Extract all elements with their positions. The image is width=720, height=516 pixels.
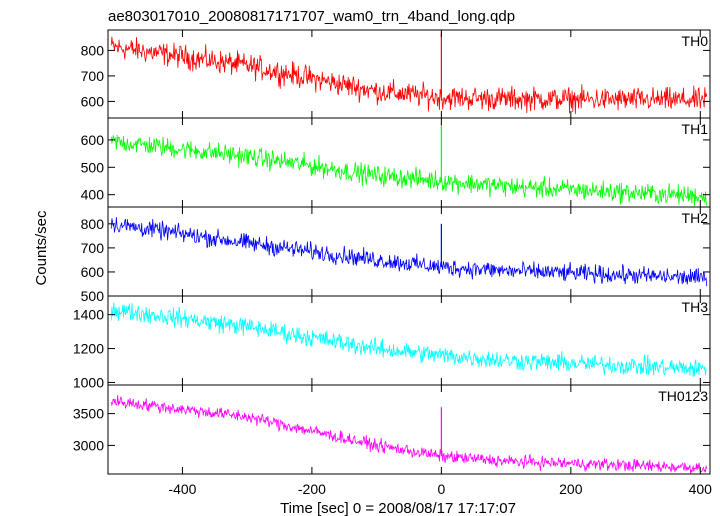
y-axis-label: Counts/sec [33,210,50,286]
x-axis-label: Time [sec] 0 = 2008/08/17 17:17:07 [280,500,516,516]
x-tick-label-4: 400 [689,481,713,497]
series-line-th3 [110,302,707,378]
panel-label-th0123: TH0123 [658,388,708,404]
series-line-th0123 [110,395,708,474]
panel-frame-th2 [107,206,711,297]
series-line-th2 [110,217,708,287]
y-tick-label-th2-3: 800 [81,216,105,232]
y-tick-label-th0-2: 800 [81,42,105,58]
y-tick-label-th2-0: 500 [81,288,105,304]
y-tick-label-th0-1: 700 [81,68,105,84]
panel-label-th3: TH3 [682,299,709,315]
panel-frame-th0123 [107,384,711,475]
y-tick-label-th0-0: 600 [81,93,105,109]
panel-th3: 1000 1200 1400 TH3 [73,295,711,390]
x-tick-label-2: 0 [437,481,445,497]
y-tick-label-th0123-1: 3500 [73,406,104,422]
panel-th0: 600 700 800 TH0 [81,29,711,119]
panel-th1: 400 500 600 TH1 [81,117,711,208]
x-tick-label-3: 200 [559,481,583,497]
series-line-th0 [110,36,708,114]
y-tick-label-th1-2: 600 [81,132,105,148]
panel-label-th0: TH0 [682,33,709,49]
x-tick-label-0: -400 [168,481,196,497]
series-line-th1 [110,134,708,207]
panel-frame-th3 [107,295,711,386]
x-tick-labels: -400 -200 0 200 400 [168,481,712,497]
y-tick-label-th0123-0: 3000 [73,437,104,453]
panel-label-th1: TH1 [682,121,709,137]
x-tick-label-1: -200 [298,481,326,497]
y-tick-label-th2-2: 700 [81,240,105,256]
y-tick-label-th3-1: 1200 [73,341,104,357]
y-tick-label-th2-1: 600 [81,264,105,280]
chart-title: ae803017010_20080817171707_wam0_trn_4ban… [108,8,515,25]
y-tick-label-th3-2: 1400 [73,307,104,323]
panel-label-th2: TH2 [682,210,709,226]
panel-th0123: 3000 3500 TH0123 [73,384,711,475]
y-tick-label-th3-0: 1000 [73,374,104,390]
panel-frame-th0 [107,29,711,119]
y-tick-label-th1-1: 500 [81,159,105,175]
y-tick-label-th1-0: 400 [81,187,105,203]
panel-th2: 500 600 700 800 TH2 [81,206,711,304]
panels-group: 600 700 800 TH0 400 500 600 TH1 500 600 700 800 TH2 1… [73,29,711,475]
